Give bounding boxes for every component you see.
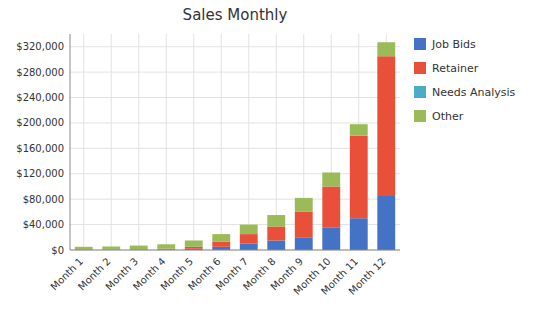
- legend-swatch: [414, 86, 426, 98]
- bar: [185, 240, 203, 246]
- legend: Job Bids Retainer Needs Analysis Other: [414, 38, 516, 123]
- bar: [295, 198, 313, 212]
- bar: [295, 212, 313, 237]
- y-grid-line: [70, 72, 400, 73]
- x-grid-line: [193, 34, 194, 250]
- x-axis-line: [70, 250, 400, 251]
- x-tick-label: Month 12: [346, 256, 387, 297]
- bar: [212, 234, 230, 242]
- x-grid-line: [166, 34, 167, 250]
- y-tick-label: $0: [51, 245, 64, 256]
- legend-label: Other: [432, 110, 464, 123]
- x-grid-line: [138, 34, 139, 250]
- bar: [322, 172, 340, 186]
- y-grid-line: [70, 46, 400, 47]
- y-axis-line: [70, 34, 71, 250]
- bar: [102, 247, 120, 250]
- bar: [295, 237, 313, 250]
- bar: [240, 225, 258, 235]
- bar: [377, 42, 395, 56]
- x-grid-line: [248, 34, 249, 250]
- y-tick-label: $280,000: [16, 67, 64, 78]
- x-grid-line: [111, 34, 112, 250]
- x-axis: Month 1Month 2Month 3Month 4Month 5Month…: [48, 256, 387, 297]
- y-grid-line: [70, 97, 400, 98]
- bar: [240, 234, 258, 244]
- y-grid-line: [70, 250, 400, 251]
- grid: [70, 34, 400, 250]
- legend-label: Retainer: [432, 62, 479, 75]
- bar: [322, 228, 340, 250]
- legend-swatch: [414, 38, 426, 50]
- y-tick-label: $320,000: [16, 41, 64, 52]
- legend-swatch: [414, 110, 426, 122]
- bar: [322, 186, 340, 227]
- legend-swatch: [414, 62, 426, 74]
- y-tick-label: $240,000: [16, 92, 64, 103]
- bar: [157, 244, 175, 248]
- bar: [267, 226, 285, 240]
- legend-label: Needs Analysis: [432, 86, 516, 99]
- bar: [267, 215, 285, 226]
- chart-title: Sales Monthly: [183, 6, 288, 24]
- y-tick-label: $200,000: [16, 117, 64, 128]
- bar: [240, 244, 258, 250]
- chart: Sales Monthly $0 $40,000 $80,000 $120,000 $16…: [0, 0, 550, 318]
- series-bars: [102, 56, 395, 250]
- bar: [185, 247, 203, 249]
- y-axis: $0 $40,000 $80,000 $120,000 $160,000 $200,000…: [16, 41, 64, 255]
- bar: [212, 242, 230, 247]
- bar: [350, 124, 368, 135]
- y-grid-line: [70, 122, 400, 123]
- bar: [350, 136, 368, 219]
- bar: [267, 240, 285, 250]
- x-grid-line: [221, 34, 222, 250]
- bar: [377, 196, 395, 250]
- y-tick-label: $120,000: [16, 168, 64, 179]
- bars: [75, 42, 395, 250]
- bar: [350, 218, 368, 250]
- y-tick-label: $40,000: [23, 219, 64, 230]
- x-grid-line: [83, 34, 84, 250]
- bar: [377, 56, 395, 196]
- series-bars: [75, 42, 395, 250]
- legend-label: Job Bids: [431, 38, 476, 51]
- y-tick-label: $80,000: [23, 194, 64, 205]
- y-tick-label: $160,000: [16, 143, 64, 154]
- bar: [130, 246, 148, 250]
